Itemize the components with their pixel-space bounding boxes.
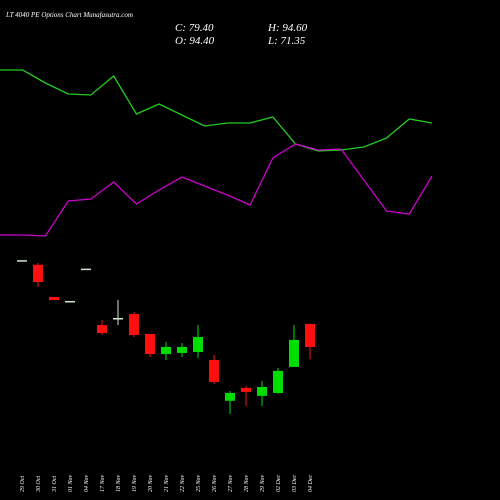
x-tick-label: 29 Nov: [260, 474, 266, 492]
x-tick-label: 03 Dec: [292, 475, 298, 492]
x-tick-label: 19 Nov: [132, 474, 138, 492]
x-tick-label: 31 Oct: [52, 476, 58, 493]
x-tick-label: 18 Nov: [116, 474, 122, 492]
chart-title: LT 4040 PE Options Chart Munafasutra.com: [5, 11, 133, 19]
ohlc-label: C: 79.40: [175, 22, 214, 34]
x-tick-label: 29 Oct: [20, 476, 26, 492]
line-series: [0, 69, 433, 152]
x-tick-label: 27 Nov: [228, 474, 234, 492]
candle-body: [161, 346, 171, 355]
candle-body: [305, 323, 315, 347]
ohlc-label: L: 71.35: [267, 35, 306, 47]
candle-body: [81, 268, 91, 271]
ohlc-label: O: 94.40: [175, 35, 215, 47]
line-series: [0, 143, 433, 237]
candle-body: [33, 264, 43, 282]
x-tick-label: 17 Nov: [100, 474, 106, 492]
candle-body: [65, 300, 75, 303]
candle-body: [193, 337, 203, 353]
candle-body: [273, 370, 283, 393]
x-tick-label: 04 Dec: [307, 475, 314, 492]
x-tick-label: 02 Dec: [276, 475, 282, 492]
candle-body: [177, 346, 187, 353]
candle-body: [49, 296, 59, 301]
candle-body: [113, 318, 123, 320]
candle-body: [257, 386, 267, 396]
candle-body: [289, 339, 299, 367]
candle-body: [17, 260, 27, 262]
x-tick-label: 28 Nov: [244, 474, 250, 492]
x-tick-label: 25 Nov: [196, 474, 202, 492]
candle-body: [241, 387, 251, 392]
x-tick-label: 20 Nov: [148, 474, 154, 492]
candle-body: [225, 392, 235, 401]
ohlc-label: H: 94.60: [267, 22, 308, 34]
x-tick-label: 22 Nov: [180, 474, 186, 492]
x-tick-label: 30 Oct: [36, 476, 42, 493]
candle-body: [209, 360, 219, 382]
x-tick-label: 26 Nov: [212, 474, 218, 492]
x-tick-label: 04 Nov: [83, 474, 90, 492]
x-tick-label: 01 Nov: [68, 474, 74, 492]
candle-body: [97, 325, 107, 334]
candle-body: [145, 333, 155, 355]
candle-body: [129, 314, 139, 336]
x-tick-label: 21 Nov: [164, 474, 170, 492]
